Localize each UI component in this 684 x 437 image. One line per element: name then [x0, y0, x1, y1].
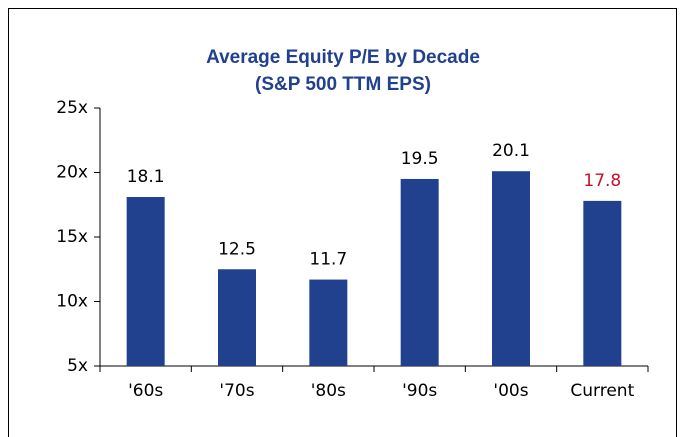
y-tick-label: 25x: [56, 98, 88, 118]
bar: [126, 197, 165, 366]
y-tick-label: 10x: [56, 292, 88, 312]
chart-frame: [8, 8, 677, 437]
value-label: 20.1: [492, 141, 530, 161]
x-tick-label: '70s: [219, 381, 254, 401]
value-label: 17.8: [583, 171, 621, 191]
value-label: 11.7: [309, 250, 347, 270]
bar: [218, 269, 256, 366]
value-label: 19.5: [401, 149, 439, 169]
x-tick-label: '90s: [402, 381, 437, 401]
x-tick-label: '60s: [128, 381, 163, 401]
value-label: 18.1: [127, 167, 165, 187]
x-tick-label: '80s: [311, 381, 346, 401]
x-tick-label: '00s: [493, 381, 528, 401]
x-tick-label: Current: [570, 381, 634, 401]
y-tick-label: 20x: [56, 163, 88, 183]
chart-subtitle: (S&P 500 TTM EPS): [255, 74, 431, 95]
bar: [492, 171, 530, 366]
y-tick-label: 5x: [67, 356, 88, 376]
chart-title: Average Equity P/E by Decade: [206, 47, 480, 68]
bar: [583, 200, 622, 366]
value-label: 12.5: [218, 239, 256, 259]
y-tick-label: 15x: [56, 227, 88, 247]
bar: [400, 178, 439, 366]
bar: [309, 279, 348, 366]
